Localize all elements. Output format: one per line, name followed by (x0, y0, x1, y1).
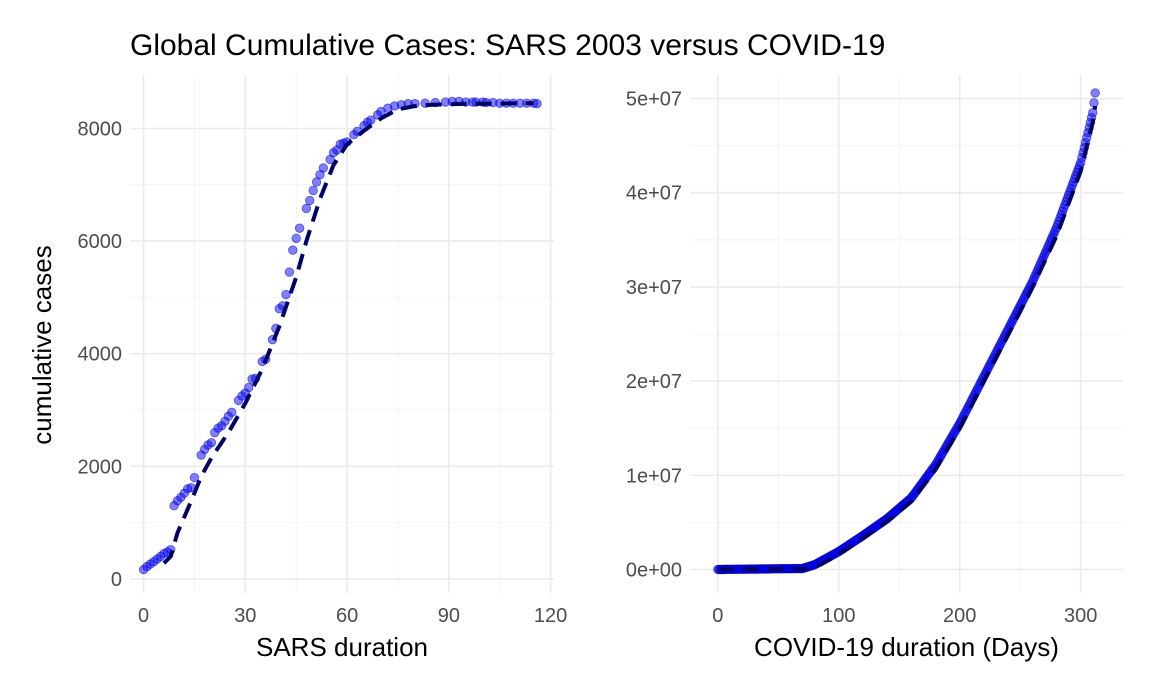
sars-data-point (532, 99, 542, 109)
sars-data-point (189, 472, 200, 483)
sars-data-point (227, 407, 237, 417)
covid-x-axis-title: COVID-19 duration (Days) (754, 632, 1059, 662)
sars-panel: 0 30 60 90 120 0 2000 4000 6000 8000 SARS duration (78, 75, 567, 662)
figure-title: Global Cumulative Cases: SARS 2003 versu… (130, 29, 885, 62)
sars-x-axis-title: SARS duration (256, 632, 428, 662)
covid-y-tick-label: 5e+07 (626, 89, 682, 111)
sars-x-tick-label: 0 (138, 605, 149, 627)
covid-y-tick-label: 0e+00 (626, 559, 682, 581)
sars-data-point (305, 195, 315, 206)
sars-data-point (284, 267, 295, 277)
sars-data-point (308, 185, 318, 196)
covid-x-tick-label: 200 (943, 605, 976, 627)
covid-x-tick-label: 300 (1064, 605, 1097, 627)
sars-fit-line (162, 101, 534, 565)
covid-data-point (1089, 98, 1099, 108)
sars-data-point (291, 233, 301, 243)
sars-y-tick-label: 6000 (78, 231, 123, 253)
sars-data-point (366, 115, 376, 125)
sars-x-tick-label: 60 (336, 605, 358, 627)
sars-data-point (294, 223, 305, 233)
sars-data-point (244, 382, 254, 393)
sars-data-point (206, 437, 217, 448)
covid-y-tick-label: 4e+07 (626, 183, 682, 205)
covid-y-tick-label: 1e+07 (626, 465, 682, 487)
sars-data-point (318, 163, 329, 173)
covid-y-tick-label: 3e+07 (626, 277, 682, 299)
covid-data-point (1090, 88, 1100, 98)
sars-y-tick-label: 8000 (78, 118, 123, 140)
covid-y-tick-label: 2e+07 (626, 371, 682, 393)
sars-data-point (301, 203, 312, 214)
sars-x-tick-label: 120 (534, 605, 567, 627)
sars-x-tick-label: 90 (438, 605, 460, 627)
sars-y-tick-label: 2000 (78, 456, 123, 478)
covid-x-tick-label: 100 (822, 605, 855, 627)
covid-panel: 0 100 200 300 0e+00 1e+07 2e+07 3e+07 4e+07 5e+07… (626, 75, 1123, 662)
y-axis-title: cumulative cases (27, 245, 57, 444)
sars-y-tick-label: 4000 (78, 344, 123, 366)
sars-y-tick-label: 0 (111, 569, 122, 591)
sars-x-tick-label: 30 (234, 605, 256, 627)
covid-x-tick-label: 0 (712, 605, 723, 627)
covid-fit-line (717, 105, 1098, 572)
sars-data-point (288, 245, 298, 255)
sars-data-point (281, 289, 291, 300)
covid-data-point (1088, 107, 1098, 118)
